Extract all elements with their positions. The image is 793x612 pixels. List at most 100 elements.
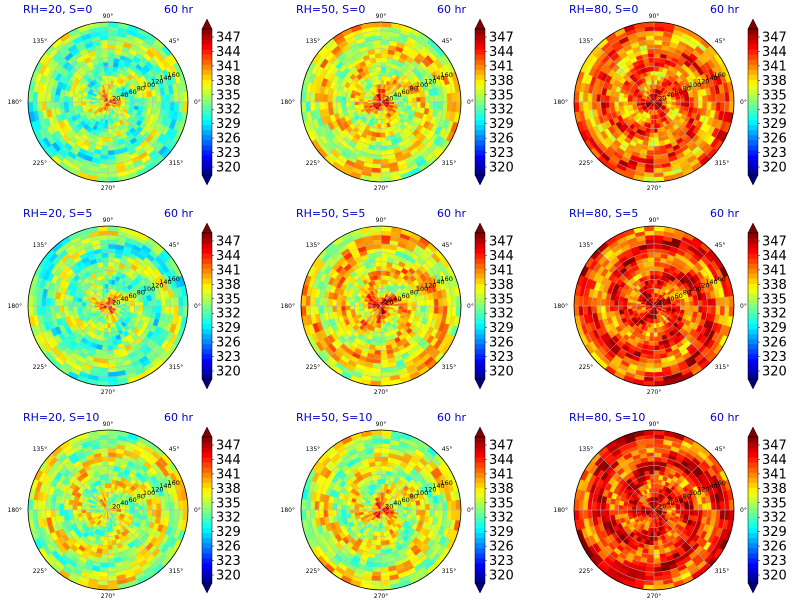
angular-gridline <box>107 305 165 363</box>
colorbar-extend-min <box>201 378 213 390</box>
field-cell <box>322 94 329 103</box>
colorbar-segment <box>202 263 212 269</box>
angular-tick-label: 180° <box>554 99 568 106</box>
field-cell <box>374 261 382 267</box>
field-cell <box>693 101 699 109</box>
field-cell <box>646 154 655 161</box>
angular-tick-label: 180° <box>8 99 22 106</box>
panel-time-label: 60 hr <box>437 3 466 16</box>
radial-tick-label: 140 <box>432 278 444 286</box>
field-cell <box>420 101 426 109</box>
field-cell <box>433 94 440 103</box>
field-cell <box>100 43 109 50</box>
field-cell <box>595 101 602 110</box>
field-cell <box>107 150 116 156</box>
field-cell <box>76 97 82 103</box>
polar-panel-3: 20 40 60 801001201401600°45°90°135°180°225°… <box>554 3 787 192</box>
field-cell <box>107 287 111 294</box>
field-cell <box>380 22 392 28</box>
field-cell <box>373 48 382 54</box>
field-cell <box>28 91 34 103</box>
field-cell <box>107 83 111 90</box>
field-cell <box>81 98 87 103</box>
radial-tick-label: 80 <box>137 288 145 296</box>
colorbar-tick-label: 326 <box>489 336 514 351</box>
colorbar-frame <box>201 28 213 176</box>
field-cell <box>107 22 119 28</box>
colorbar-segment <box>202 159 212 166</box>
angular-gridline <box>380 101 438 159</box>
colorbar-segment <box>475 149 485 156</box>
field-cell <box>424 305 431 313</box>
radial-tick-label: 80 <box>410 288 418 296</box>
field-cell <box>147 305 153 313</box>
colorbar-extend-max <box>747 18 759 30</box>
field-cell <box>336 299 342 307</box>
field-cell <box>373 154 382 161</box>
colorbar-segment <box>475 64 485 70</box>
field-cell <box>604 101 611 109</box>
colorbar-segment <box>748 159 758 166</box>
colorbar-tick-label: 338 <box>762 74 787 89</box>
field-cell <box>433 101 440 110</box>
colorbar-extend-min <box>474 174 486 186</box>
colorbar-segment <box>748 74 758 80</box>
colorbar-tick-label: 332 <box>216 103 241 118</box>
field-cell <box>374 52 382 59</box>
colorbar-segment <box>202 313 212 320</box>
field-cell <box>653 287 657 294</box>
colorbar-segment <box>202 283 212 289</box>
field-cell <box>100 354 109 360</box>
field-cell <box>420 299 426 307</box>
colorbar-tick-label: 338 <box>489 74 514 89</box>
colorbar-segment <box>748 49 758 55</box>
colorbar-tick-label: 344 <box>216 45 241 60</box>
radial-tick-label: 20 <box>112 299 120 307</box>
colorbar-segment <box>475 49 485 55</box>
angular-gridline <box>51 305 109 363</box>
field-cell <box>107 79 112 85</box>
colorbar-segment <box>475 253 485 259</box>
field-cell <box>635 99 642 103</box>
colorbar-segment <box>475 139 485 146</box>
field-cell <box>101 349 109 356</box>
field-cell <box>380 270 386 276</box>
colorbar-segment <box>475 278 485 284</box>
angular-gridline <box>324 45 382 103</box>
radial-tick-label: 100 <box>416 285 428 293</box>
polar-panel-4: 20 40 60 801001201401600°45°90°135°180°225°… <box>8 207 241 396</box>
field-cell <box>706 94 713 103</box>
angular-tick-label: 315° <box>442 364 456 371</box>
radial-tick-label: 140 <box>159 74 171 82</box>
field-cell <box>327 298 333 307</box>
colorbar-segment <box>748 144 758 151</box>
radial-tick-label: 20 <box>658 95 666 103</box>
field-cell <box>107 145 115 152</box>
field-cell <box>49 101 56 110</box>
angular-gridline <box>107 101 165 159</box>
field-cell <box>398 305 404 310</box>
colorbar-segment <box>475 248 485 254</box>
colorbar-tick-label: 329 <box>489 321 514 336</box>
field-cell <box>107 52 115 59</box>
field-cell <box>631 98 637 103</box>
colorbar-segment <box>475 358 485 365</box>
field-cell <box>156 101 162 110</box>
radial-tick-label: 160 <box>167 71 179 79</box>
angular-gridline <box>107 45 165 103</box>
colorbar-segment <box>202 164 212 171</box>
field-cell <box>100 48 109 54</box>
field-cell <box>54 94 60 103</box>
radial-tick-label: 140 <box>432 74 444 82</box>
colorbar-segment <box>202 353 212 360</box>
colorbar-segment <box>748 99 758 106</box>
colorbar-tick-label: 341 <box>216 59 241 74</box>
field-cell <box>376 128 382 134</box>
colorbar-segment <box>475 69 485 75</box>
theta-e-field <box>28 22 188 182</box>
colorbar-segment <box>748 154 758 161</box>
colorbar-segment <box>475 79 485 85</box>
field-cell <box>613 96 620 103</box>
